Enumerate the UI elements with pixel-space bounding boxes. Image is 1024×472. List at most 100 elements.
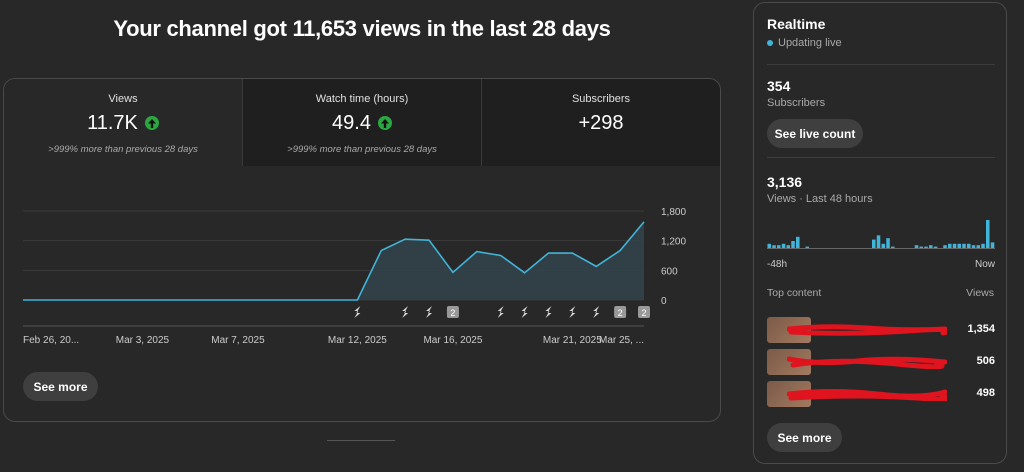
area-fill xyxy=(23,221,644,300)
x-tick-label: Mar 25, ... xyxy=(599,335,644,346)
mini-x-label-end: Now xyxy=(975,259,996,270)
multiple-uploads-badge xyxy=(446,306,459,318)
mini-bar xyxy=(943,245,947,248)
subscribers-count: 354 xyxy=(767,78,791,94)
shorts-icon xyxy=(354,306,361,318)
series-line xyxy=(23,221,645,301)
mini-bar xyxy=(962,243,966,248)
y-tick-label: 0 xyxy=(661,296,667,307)
top-content-label: Top content xyxy=(767,287,822,299)
shorts-icon xyxy=(569,306,576,318)
redaction-scribble xyxy=(787,389,947,401)
tab-value: +298 xyxy=(578,111,624,134)
arrow-up-icon xyxy=(144,116,159,130)
mini-bar xyxy=(805,246,810,248)
mini-bar xyxy=(924,246,928,248)
tab-watch-time[interactable]: Watch time (hours) 49.4 >999% more than … xyxy=(243,79,482,166)
tab-value: 11.7K xyxy=(87,111,138,134)
tab-value: 49.4 xyxy=(332,111,371,134)
tab-views[interactable]: Views 11.7K >999% more than previous 28 … xyxy=(4,79,243,166)
multiple-uploads-badge xyxy=(614,306,627,318)
mini-bar xyxy=(914,245,919,248)
divider xyxy=(767,157,995,158)
arrow-up-icon xyxy=(377,116,392,130)
badge-label: 2 xyxy=(450,308,455,318)
mini-bar xyxy=(876,235,881,248)
tab-compare: >999% more than previous 28 days xyxy=(287,144,437,155)
shorts-icon xyxy=(593,306,600,318)
views-chart: 1,800 1,200 600 0 2 2 2 Feb 26, 20... Mar 3, 202… xyxy=(23,207,686,346)
mini-bar xyxy=(957,243,962,248)
mini-bar xyxy=(796,236,800,248)
badge-label: 2 xyxy=(641,308,646,318)
mini-bar xyxy=(919,246,924,248)
mini-bar xyxy=(986,220,990,248)
live-dot-icon xyxy=(767,40,773,46)
video-views: 506 xyxy=(976,355,995,367)
shorts-icon xyxy=(545,306,552,318)
views-count: 3,136 xyxy=(767,174,803,190)
mini-bar xyxy=(886,238,890,248)
redaction-scribble xyxy=(787,356,947,369)
realtime-views-chart: -48h Now xyxy=(767,220,996,270)
x-tick-label: Feb 26, 20... xyxy=(23,335,79,346)
mini-bar xyxy=(872,239,876,248)
top-content-item[interactable]: 1,354 xyxy=(767,317,995,343)
mini-bar xyxy=(881,243,886,248)
mini-bar xyxy=(952,243,957,248)
mini-bar xyxy=(981,243,985,248)
mini-bar xyxy=(976,245,981,248)
y-tick-label: 1,200 xyxy=(661,237,686,248)
mini-bar xyxy=(767,243,772,248)
see-more-button[interactable]: See more xyxy=(23,372,98,401)
realtime-panel: Realtime Updating live 354 Subscribers S… xyxy=(753,2,1007,464)
subscribers-label: Subscribers xyxy=(767,97,826,109)
realtime-see-more-button[interactable]: See more xyxy=(767,423,842,452)
x-tick-label: Mar 3, 2025 xyxy=(116,335,170,346)
redaction-scribble xyxy=(787,324,947,336)
x-tick-label: Mar 16, 2025 xyxy=(423,335,482,346)
scroll-indicator xyxy=(327,440,395,441)
tab-label: Subscribers xyxy=(571,93,631,105)
overview-card: Views 11.7K >999% more than previous 28 … xyxy=(3,78,721,422)
y-tick-label: 1,800 xyxy=(661,207,686,218)
mini-x-label-start: -48h xyxy=(767,259,787,270)
mini-bar xyxy=(971,245,976,248)
views-column-label: Views xyxy=(966,287,994,299)
shorts-icon xyxy=(402,306,409,318)
mini-bar xyxy=(791,241,795,248)
views-label: Views · Last 48 hours xyxy=(767,193,873,205)
x-tick-label: Mar 7, 2025 xyxy=(211,335,265,346)
badge-label: 2 xyxy=(618,308,623,318)
headline: Your channel got 11,653 views in the las… xyxy=(113,16,611,41)
mini-bar xyxy=(948,243,952,248)
see-live-count-button[interactable]: See live count xyxy=(767,119,863,148)
shorts-icon xyxy=(426,306,433,318)
tab-compare: >999% more than previous 28 days xyxy=(48,144,198,155)
shorts-icon xyxy=(521,306,528,318)
tab-label: Views xyxy=(108,93,138,105)
mini-bar xyxy=(933,246,938,248)
top-content-item[interactable]: 506 xyxy=(767,349,995,375)
tab-label: Watch time (hours) xyxy=(315,93,409,105)
realtime-title: Realtime xyxy=(767,16,826,32)
tab-subscribers[interactable]: Subscribers +298 xyxy=(482,79,720,166)
mini-bar xyxy=(781,243,786,248)
video-views: 498 xyxy=(976,387,995,399)
shorts-icon xyxy=(497,306,504,318)
mini-bar xyxy=(772,245,776,248)
divider xyxy=(767,64,995,65)
x-tick-label: Mar 21, 2025 xyxy=(543,335,602,346)
multiple-uploads-badge xyxy=(638,306,650,318)
live-status: Updating live xyxy=(767,37,842,49)
x-tick-label: Mar 12, 2025 xyxy=(328,335,387,346)
mini-bar xyxy=(786,245,791,248)
mini-bar xyxy=(967,243,971,248)
live-status-text: Updating live xyxy=(778,37,842,49)
mini-bar xyxy=(891,246,895,248)
y-tick-label: 600 xyxy=(661,266,678,277)
mini-bar xyxy=(777,245,781,248)
metric-tabs: Views 11.7K >999% more than previous 28 … xyxy=(4,79,720,166)
top-content-item[interactable]: 498 xyxy=(767,381,995,407)
video-views: 1,354 xyxy=(967,323,995,335)
